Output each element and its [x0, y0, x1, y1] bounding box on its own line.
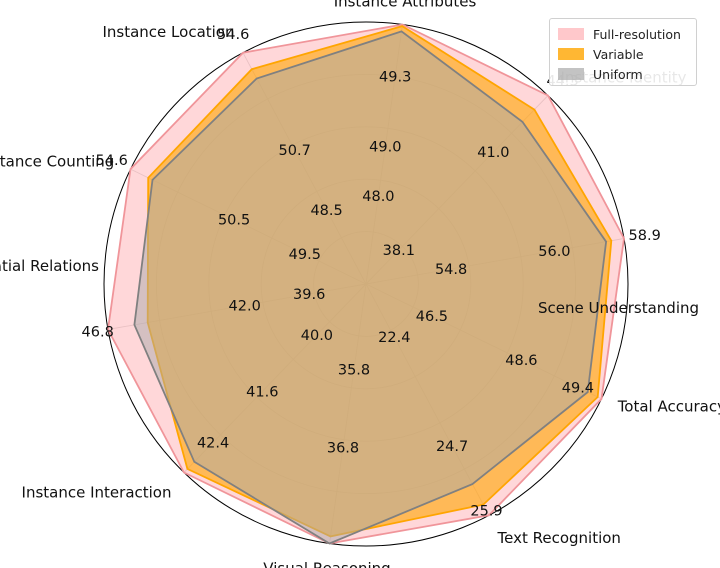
value-label: 54.6 — [217, 27, 249, 43]
value-label: 38.1 — [383, 243, 415, 259]
value-label: 48.0 — [362, 189, 394, 205]
axis-label: Total Accuracy — [617, 398, 720, 416]
value-label: 49.4 — [562, 380, 594, 396]
legend-swatch — [558, 68, 584, 80]
value-label: 46.8 — [82, 324, 114, 340]
axis-label: Visual Reasoning — [263, 559, 390, 568]
value-label: 39.6 — [293, 287, 325, 303]
legend-swatch — [558, 48, 584, 60]
value-label: 36.8 — [327, 441, 359, 457]
legend-label: Uniform — [593, 66, 643, 82]
value-label: 41.0 — [477, 145, 509, 161]
value-label: 49.5 — [289, 247, 321, 263]
legend: Full-resolution Variable Uniform — [549, 18, 697, 86]
value-label: 48.5 — [310, 203, 342, 219]
outer-frame — [103, 21, 629, 547]
legend-item: Variable — [558, 44, 688, 64]
value-label: 56.0 — [538, 244, 570, 260]
legend-label: Variable — [593, 46, 644, 62]
axis-label: Instance Location — [102, 23, 234, 41]
series-uniform — [133, 30, 608, 545]
value-label: 50.7 — [279, 143, 311, 159]
value-label: 48.6 — [505, 353, 537, 369]
axis-label: Text Recognition — [497, 529, 621, 547]
value-label: 35.8 — [338, 363, 370, 379]
value-label: 40.0 — [301, 328, 333, 344]
value-label: 54.8 — [435, 262, 467, 278]
legend-label: Full-resolution — [593, 26, 681, 42]
axis-label: Scene Understanding — [538, 299, 699, 317]
axis-label: Instance Counting — [0, 152, 114, 170]
value-label: 25.9 — [470, 504, 502, 520]
value-label: 58.9 — [629, 228, 661, 244]
value-label: 24.7 — [436, 439, 468, 455]
value-label: 49.0 — [369, 140, 401, 156]
legend-swatch — [558, 28, 584, 40]
value-label: 49.3 — [379, 69, 411, 85]
value-label: 50.5 — [218, 213, 250, 229]
legend-item: Full-resolution — [558, 24, 688, 44]
value-label: 42.0 — [229, 298, 261, 314]
legend-item: Uniform — [558, 64, 688, 84]
value-label: 22.4 — [378, 330, 410, 346]
series-layer — [107, 23, 625, 545]
value-label: 41.6 — [246, 384, 278, 400]
value-label: 54.6 — [96, 153, 128, 169]
axis-label: Instance Attributes — [334, 0, 477, 11]
axis-label: Instance Interaction — [22, 483, 172, 501]
axis-label: Spatial Relations — [0, 257, 99, 275]
value-label: 46.5 — [416, 309, 448, 325]
value-label: 42.4 — [197, 435, 229, 451]
